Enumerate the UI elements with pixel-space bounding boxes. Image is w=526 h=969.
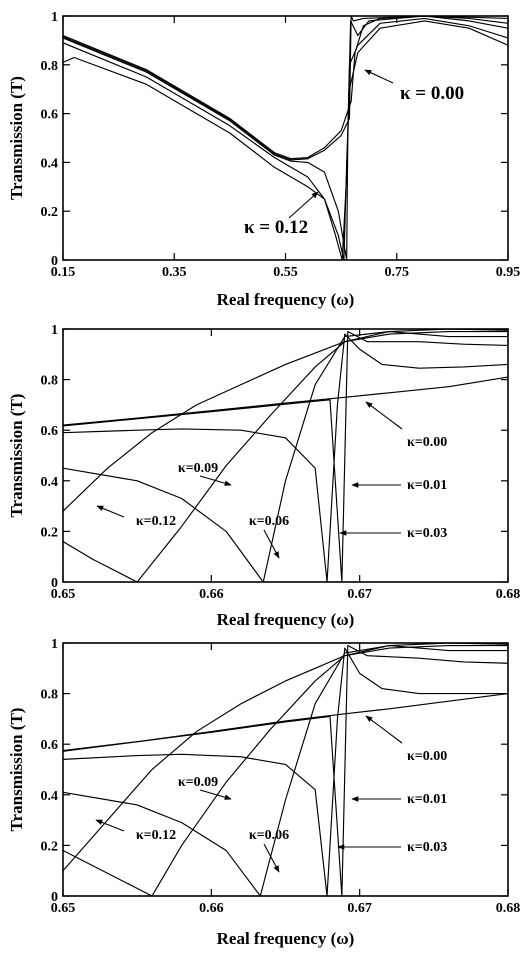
- x-axis-label: Real frequency (ω): [217, 610, 355, 629]
- series-line-3: [63, 647, 508, 896]
- series-group: [63, 329, 508, 582]
- y-tick-label: 0.2: [41, 205, 59, 220]
- annotation-arrow: [95, 819, 125, 832]
- annotation-arrow: [263, 843, 280, 873]
- y-tick-label: 0: [51, 890, 58, 905]
- plot-frame: [62, 642, 509, 897]
- series-line-2: [63, 330, 508, 582]
- kappa-annotation: κ=0.03: [407, 840, 447, 855]
- kappa-annotation: κ=0.12: [136, 514, 176, 529]
- y-tick-label: 0.8: [41, 374, 59, 389]
- kappa-annotation: κ=0.01: [407, 478, 447, 493]
- y-axis-label: Transmission (T): [7, 394, 26, 518]
- chart-panel-1: 0.15 0.35 0.55 0.75 0.95 0 0.2 0.4 0.6 0.8 1 Real f…: [7, 10, 520, 309]
- kappa-annotation: κ=0.03: [407, 526, 447, 541]
- series-line-4: [63, 17, 508, 260]
- annotation-arrow: [199, 789, 232, 800]
- kappa-annotation: κ=0.09: [178, 461, 218, 476]
- x-tick-label: 0.15: [51, 265, 76, 280]
- series-line-4: [63, 644, 508, 896]
- series-line-5: [63, 643, 508, 896]
- series-line-6: [63, 644, 508, 872]
- y-tick-label: 1: [51, 637, 58, 652]
- annotation-arrow: [365, 401, 403, 430]
- x-tick-label: 0.68: [496, 587, 521, 602]
- x-tick-label: 0.75: [385, 265, 410, 280]
- series-line-2: [63, 644, 508, 896]
- kappa-annotation: κ=0.06: [249, 828, 289, 843]
- x-tick-label: 0.66: [199, 901, 224, 916]
- series-group: [63, 643, 508, 896]
- x-tick-label: 0.66: [199, 587, 224, 602]
- y-tick-label: 0: [51, 254, 58, 269]
- kappa-annotation: κ=0.00: [407, 435, 447, 450]
- x-tick-label: 0.68: [496, 901, 521, 916]
- series-line-6: [63, 330, 508, 512]
- x-tick-label: 0.67: [347, 587, 372, 602]
- x-axis-label: Real frequency (ω): [217, 929, 355, 948]
- y-axis-label: Transmission (T): [7, 708, 26, 832]
- chart-panel-2: 0.65 0.66 0.67 0.68 0 0.2 0.4 0.6 0.8 1 Real frequ…: [7, 323, 520, 629]
- annotation-arrow: [288, 191, 319, 219]
- y-tick-label: 0.2: [41, 525, 59, 540]
- x-tick-label: 0.65: [51, 587, 76, 602]
- x-tick-label: 0.35: [162, 265, 187, 280]
- kappa-annotation: κ = 0.00: [400, 83, 464, 104]
- annotation-arrow: [364, 69, 394, 84]
- x-tick-label: 0.67: [347, 901, 372, 916]
- annotation-arrow: [263, 529, 280, 559]
- series-line-3: [63, 333, 508, 582]
- kappa-annotation: κ=0.01: [407, 792, 447, 807]
- x-tick-label: 0.95: [496, 265, 521, 280]
- y-tick-label: 0.6: [41, 424, 59, 439]
- y-tick-label: 0.4: [41, 475, 59, 490]
- series-line-1: [63, 376, 508, 426]
- y-tick-label: 0.2: [41, 839, 59, 854]
- chart-panel-3: 0.65 0.66 0.67 0.68 0 0.2 0.4 0.6 0.8 1 Real frequ…: [7, 637, 520, 948]
- kappa-annotation: κ=0.09: [178, 775, 218, 790]
- y-tick-label: 0.4: [41, 789, 59, 804]
- y-tick-label: 0.6: [41, 108, 59, 123]
- x-tick-label: 0.55: [273, 265, 298, 280]
- y-tick-label: 0.8: [41, 688, 59, 703]
- annotation-arrow: [96, 505, 125, 518]
- series-line-5: [63, 329, 508, 582]
- annotation-arrow: [365, 715, 403, 744]
- kappa-annotation: κ=0.06: [249, 514, 289, 529]
- y-tick-label: 0.8: [41, 59, 59, 74]
- kappa-annotation: κ = 0.12: [244, 217, 308, 238]
- y-tick-label: 0: [51, 576, 58, 591]
- annotation-arrow: [199, 475, 232, 486]
- x-tick-label: 0.65: [51, 901, 76, 916]
- series-group: [63, 16, 508, 260]
- series-line-5: [63, 20, 508, 260]
- y-tick-label: 0.4: [41, 156, 59, 171]
- x-axis-label: Real frequency (ω): [217, 290, 355, 309]
- series-line-4: [63, 330, 508, 582]
- kappa-annotation: κ=0.00: [407, 749, 447, 764]
- plot-frame: [62, 328, 509, 583]
- y-axis-label: Transmission (T): [7, 76, 26, 200]
- kappa-annotation: κ=0.12: [136, 828, 176, 843]
- y-tick-label: 0.6: [41, 738, 59, 753]
- y-tick-label: 1: [51, 323, 58, 338]
- series-line-2: [63, 16, 508, 161]
- y-tick-label: 1: [51, 10, 58, 25]
